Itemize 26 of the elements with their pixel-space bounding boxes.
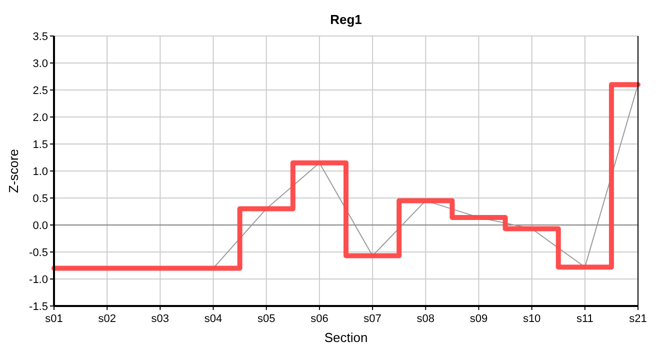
y-tick-label: 3.5	[32, 30, 48, 43]
y-tick-label: 1.5	[32, 138, 48, 151]
y-axis-title: Z-score	[6, 148, 21, 194]
y-tick-label: -1.0	[29, 274, 48, 286]
x-tick-label: s06	[310, 313, 328, 325]
y-tick-label: -0.5	[29, 246, 48, 259]
x-tick-label: s21	[629, 313, 647, 325]
y-tick-label: 1.0	[32, 166, 48, 178]
x-tick-label: s07	[364, 313, 382, 325]
x-axis-title: Section	[324, 330, 368, 345]
x-tick-label: s05	[257, 313, 276, 325]
x-tick-label: s09	[470, 313, 488, 325]
y-tick-label: 3.0	[32, 58, 48, 70]
x-tick-label: s10	[522, 313, 541, 325]
x-tick-label: s01	[45, 313, 63, 325]
x-tick-label: s03	[151, 313, 170, 325]
x-tick-label: s08	[416, 313, 435, 325]
y-tick-label: 0.5	[32, 192, 48, 205]
y-tick-label: 2.0	[32, 112, 48, 124]
x-tick-label: s11	[576, 313, 594, 325]
y-tick-label: -1.5	[29, 300, 48, 313]
y-tick-label: 0.0	[32, 220, 48, 232]
chart-title: Reg1	[330, 12, 362, 27]
y-tick-label: 2.5	[32, 84, 48, 97]
x-tick-label: s04	[204, 313, 222, 325]
x-tick-label: s02	[98, 313, 116, 325]
